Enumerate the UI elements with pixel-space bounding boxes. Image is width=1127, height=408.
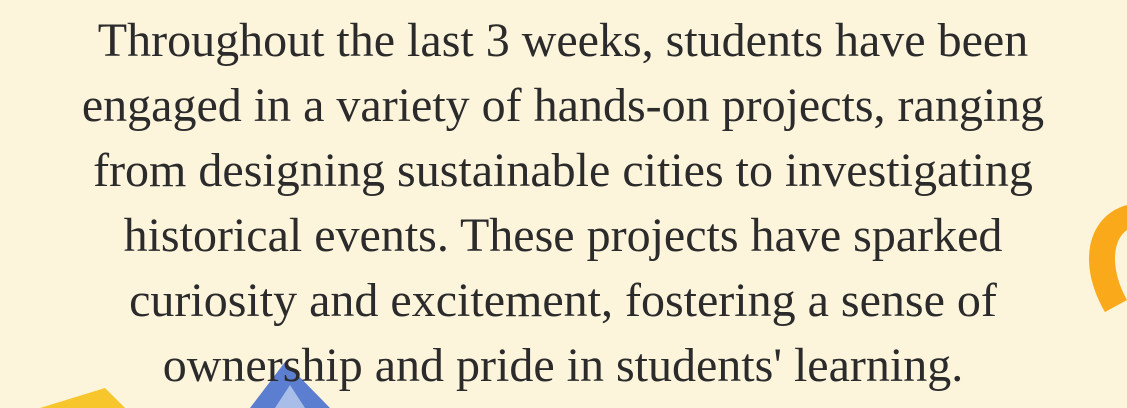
text-line: ownership and pride in students' learnin… [163, 339, 963, 392]
orange-arc [1089, 205, 1127, 312]
text-line: curiosity and excitement, fostering a se… [129, 274, 997, 327]
text-line: Throughout the last 3 weeks, students ha… [98, 14, 1028, 67]
yellow-shape [40, 388, 125, 408]
text-line: historical events. These projects have s… [124, 209, 1003, 262]
blue-shape-light [275, 385, 305, 408]
text-line: engaged in a variety of hands-on project… [82, 79, 1044, 132]
text-line: from designing sustainable cities to inv… [93, 144, 1033, 197]
paragraph: Throughout the last 3 weeks, students ha… [82, 14, 1044, 392]
